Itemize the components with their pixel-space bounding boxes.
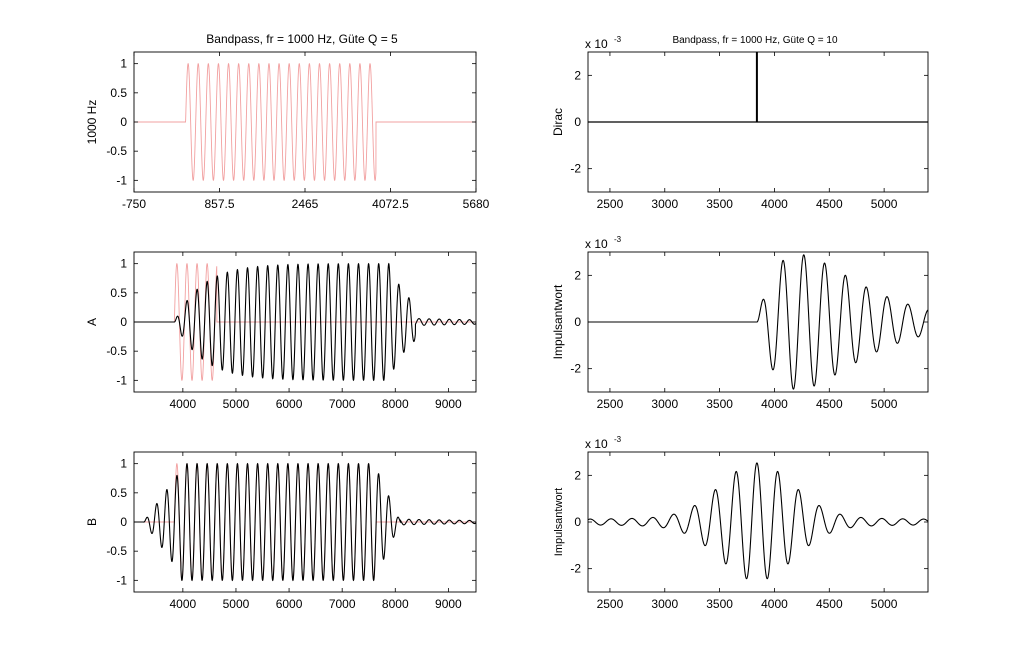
x-tick-label: 4000 <box>761 397 788 411</box>
y-tick-label: 0 <box>120 515 127 529</box>
x-tick-label: 4500 <box>816 397 843 411</box>
y-tick-label: -2 <box>570 562 581 576</box>
x-tick-label: 9000 <box>435 397 462 411</box>
y-tick-label: -2 <box>570 362 581 376</box>
x-tick-label: 3000 <box>651 197 678 211</box>
y-tick-label: 0 <box>574 315 581 329</box>
y-tick-label: -0.5 <box>106 344 127 358</box>
x-tick-label: 4000 <box>761 597 788 611</box>
axes-exponent-power: -3 <box>614 435 622 444</box>
y-tick-label: 2 <box>574 68 581 82</box>
axes-5: B <box>85 518 99 526</box>
axes-2-ylabel: Dirac <box>551 108 565 136</box>
axes-1-title: Bandpass, fr = 1000 Hz, Güte Q = 5 <box>206 32 398 46</box>
series-output <box>134 462 476 582</box>
axes-1-plot: -750 857.5 2465 4072.5 5680 1 0.5 0 -0.5 -1 <box>106 51 490 211</box>
x-tick-label: 2500 <box>597 397 624 411</box>
x-tick-label: 5000 <box>871 197 898 211</box>
axes-6: Impulsantwort <box>553 488 565 556</box>
y-tick-label: 0 <box>574 115 581 129</box>
y-tick-label: -1 <box>116 573 127 587</box>
x-tick-label: 4072.5 <box>372 197 409 211</box>
axes-exponent-label: x 10 <box>585 437 608 451</box>
series-output <box>134 262 476 382</box>
series-impulse_response <box>588 462 928 580</box>
y-tick-label: 0.5 <box>110 286 127 300</box>
x-tick-label: 2500 <box>597 197 624 211</box>
x-tick-label: 3500 <box>706 597 733 611</box>
axes-exponent-power: -3 <box>614 235 622 244</box>
x-tick-label: 5000 <box>223 597 250 611</box>
axes-exponent-label: x 10 <box>585 37 608 51</box>
x-tick-label: 6000 <box>276 597 303 611</box>
axes-exponent-label: x 10 <box>585 237 608 251</box>
axes-5-plot: 4000 5000 6000 7000 8000 9000 1 0.5 0 -0.5 -1 <box>106 451 477 611</box>
x-tick-label: 3500 <box>706 397 733 411</box>
y-tick-label: 1 <box>120 457 127 471</box>
x-tick-label: 2500 <box>597 597 624 611</box>
y-tick-label: 1 <box>120 57 127 71</box>
y-tick-label: 0.5 <box>110 486 127 500</box>
x-tick-label: 3000 <box>651 597 678 611</box>
y-tick-label: 2 <box>574 468 581 482</box>
y-tick-label: 2 <box>574 268 581 282</box>
y-tick-label: 0 <box>120 315 127 329</box>
axes-6-ylabel: Impulsantwort <box>553 488 565 556</box>
axes-2-title: Bandpass, fr = 1000 Hz, Güte Q = 10 <box>672 35 838 46</box>
axes-4-plot: 2500 3000 3500 4000 4500 5000 2 0 -2 x 10 -3 <box>570 235 929 411</box>
axes-exponent-power: -3 <box>614 35 622 44</box>
x-tick-label: 7000 <box>329 597 356 611</box>
x-tick-label: 3000 <box>651 397 678 411</box>
x-tick-label: 7000 <box>329 397 356 411</box>
axes-3-ylabel: A <box>85 318 99 326</box>
x-tick-label: 857.5 <box>204 197 234 211</box>
axes-6-plot: 2500 3000 3500 4000 4500 5000 2 0 -2 x 10 -3 <box>570 435 929 611</box>
x-tick-label: 3500 <box>706 197 733 211</box>
y-tick-label: -0.5 <box>106 144 127 158</box>
y-tick-label: 0 <box>120 115 127 129</box>
x-tick-label: 4000 <box>170 397 197 411</box>
x-tick-label: 4000 <box>761 197 788 211</box>
axes-2: Bandpass, fr = 1000 Hz, Güte Q = 10 Dira… <box>551 35 838 136</box>
x-tick-label: 5000 <box>871 597 898 611</box>
y-tick-label: -2 <box>570 162 581 176</box>
y-tick-label: -1 <box>116 373 127 387</box>
axes-3: A <box>85 318 99 326</box>
x-tick-label: 5000 <box>223 397 250 411</box>
x-tick-label: 2465 <box>292 197 319 211</box>
y-tick-label: 0.5 <box>110 86 127 100</box>
axes-5-ylabel: B <box>85 518 99 526</box>
x-tick-label: 5680 <box>463 197 490 211</box>
axes-4: Impulsantwort <box>551 284 565 359</box>
x-tick-label: -750 <box>122 197 146 211</box>
axes-1-ylabel: 1000 Hz <box>85 100 99 145</box>
x-tick-label: 5000 <box>871 397 898 411</box>
y-tick-label: 1 <box>120 257 127 271</box>
axes-2-plot: 2500 3000 3500 4000 4500 5000 2 0 -2 x 10 -3 <box>570 35 929 211</box>
axes-3-plot: 4000 5000 6000 7000 8000 9000 1 0.5 0 -0.5 -1 <box>106 251 477 411</box>
x-tick-label: 8000 <box>382 597 409 611</box>
y-tick-label: -1 <box>116 173 127 187</box>
x-tick-label: 4500 <box>816 597 843 611</box>
y-tick-label: 0 <box>574 515 581 529</box>
x-tick-label: 6000 <box>276 397 303 411</box>
axes-1: Bandpass, fr = 1000 Hz, Güte Q = 5 1000 … <box>85 32 398 144</box>
x-tick-label: 9000 <box>435 597 462 611</box>
x-tick-label: 4500 <box>816 197 843 211</box>
x-tick-label: 8000 <box>382 397 409 411</box>
x-tick-label: 4000 <box>170 597 197 611</box>
axes-4-ylabel: Impulsantwort <box>551 284 565 359</box>
y-tick-label: -0.5 <box>106 544 127 558</box>
series-input <box>134 62 476 182</box>
series-impulse_response <box>588 254 928 390</box>
